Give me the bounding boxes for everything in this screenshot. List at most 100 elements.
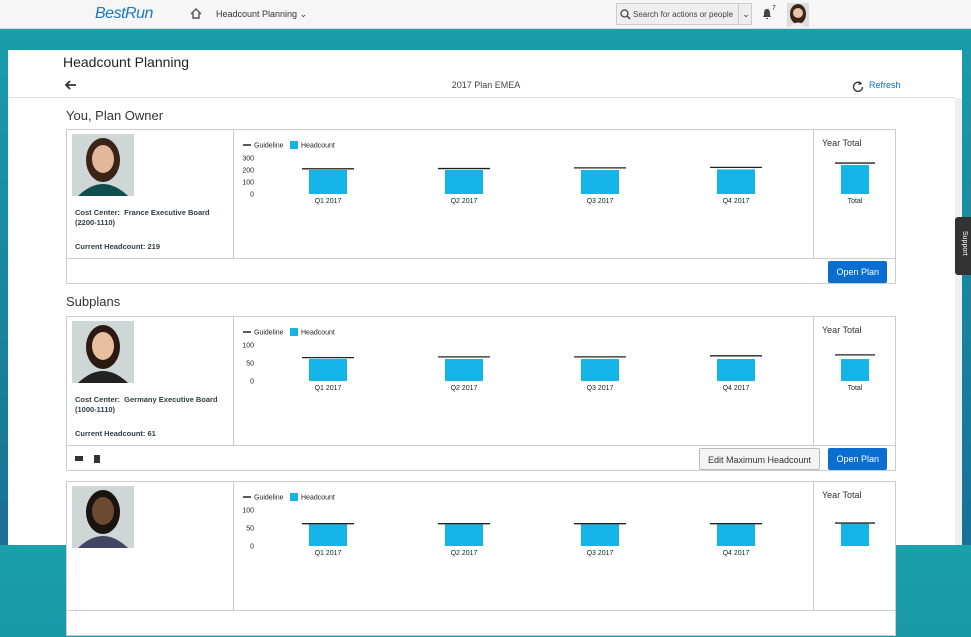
total-chart: Total — [835, 354, 875, 392]
total-label: Total — [848, 385, 863, 392]
x-tick-label: Q4 2017 — [723, 550, 750, 557]
plan-footer: Open Plan Edit Maximum Headcount — [67, 445, 895, 472]
legend-label: Headcount — [301, 330, 335, 337]
refresh-icon[interactable] — [852, 80, 864, 92]
legend-swatch — [290, 493, 298, 501]
support-label[interactable]: Support — [961, 231, 968, 256]
x-tick-label: Q3 2017 — [587, 198, 614, 205]
app-title[interactable]: Headcount Planning ⌄ — [216, 9, 308, 19]
support-tab[interactable]: Support — [955, 217, 971, 275]
action-icons[interactable] — [75, 454, 105, 464]
legend-swatch — [290, 328, 298, 336]
plan-name: 2017 Plan EMEA — [451, 80, 521, 90]
total-bar — [841, 523, 869, 546]
y-tick-label: 100 — [242, 180, 254, 187]
headcount-value: 219 — [147, 242, 161, 251]
x-tick-label: Q4 2017 — [723, 385, 750, 392]
owner-cell — [67, 482, 234, 610]
headcount-bar — [581, 524, 619, 546]
y-tick-label: 200 — [242, 168, 254, 175]
plan-card: Cost Center: France Executive Board (220… — [66, 129, 896, 284]
headcount-value: 61 — [147, 429, 156, 438]
user-avatar[interactable] — [787, 3, 809, 27]
photo-face — [92, 497, 114, 525]
year-total-cell: Year Total Total — [813, 317, 896, 445]
y-tick-label: 300 — [242, 156, 254, 163]
photo-face — [92, 145, 114, 173]
owner-cell: Cost Center: France Executive Board (220… — [67, 130, 234, 258]
refresh-link[interactable]: Refresh — [869, 80, 901, 90]
print-icon[interactable] — [75, 456, 83, 461]
headcount-bar — [309, 170, 347, 194]
year-total-title: Year Total — [822, 490, 862, 500]
headcount-bar — [445, 359, 483, 381]
x-tick-label: Q2 2017 — [451, 198, 478, 205]
current-headcount: Current Headcount: 219 — [75, 242, 160, 251]
year-total-cell: Year Total Total — [813, 130, 896, 258]
x-tick-label: Q1 2017 — [315, 385, 342, 392]
x-tick-label: Q2 2017 — [451, 550, 478, 557]
back-button[interactable] — [64, 80, 77, 90]
shell-bar: BestRun Headcount Planning ⌄ Search for … — [0, 0, 971, 29]
cost-center: Cost Center: Germany Executive Board (10… — [75, 395, 220, 414]
edit-max-headcount-button[interactable]: Edit Maximum Headcount — [698, 448, 820, 470]
x-tick-label: Q4 2017 — [723, 198, 750, 205]
legend-swatch — [290, 141, 298, 149]
search-box[interactable]: Search for actions or people ⌄ — [616, 3, 752, 25]
total-bar — [841, 165, 869, 194]
total-label: Total — [848, 198, 863, 205]
scrollbar[interactable] — [955, 98, 962, 545]
open-plan-button[interactable]: Open Plan — [828, 448, 887, 470]
home-icon[interactable] — [190, 8, 202, 19]
legend-label: Guideline — [254, 143, 284, 150]
photo-body — [78, 371, 128, 383]
year-total-cell: Year Total — [813, 482, 896, 610]
open-plan-button[interactable]: Open Plan — [828, 261, 887, 283]
headcount-bar — [309, 524, 347, 546]
plan-footer: Open Plan — [67, 258, 895, 285]
search-dropdown[interactable]: ⌄ — [738, 4, 753, 24]
plan-card: Cost Center: Germany Executive Board (10… — [66, 316, 896, 471]
y-tick-label: 50 — [246, 526, 254, 533]
section-title: You, Plan Owner — [66, 108, 164, 123]
owner-photo — [72, 134, 134, 196]
plan-footer — [67, 610, 895, 637]
x-tick-label: Q3 2017 — [587, 550, 614, 557]
y-tick-label: 0 — [250, 379, 254, 386]
x-tick-label: Q1 2017 — [315, 198, 342, 205]
page-title: Headcount Planning — [63, 54, 190, 70]
legend-label: Guideline — [254, 495, 284, 502]
x-tick-label: Q3 2017 — [587, 385, 614, 392]
y-tick-label: 100 — [242, 343, 254, 350]
y-tick-label: 50 — [246, 361, 254, 368]
bell-icon[interactable] — [762, 8, 772, 20]
y-tick-label: 100 — [242, 508, 254, 515]
headcount-bar — [717, 359, 755, 381]
photo-face — [92, 332, 114, 360]
year-total-title: Year Total — [822, 138, 862, 148]
total-chart — [835, 522, 875, 546]
headcount-bar — [445, 170, 483, 194]
owner-photo — [72, 321, 134, 383]
year-total-title: Year Total — [822, 325, 862, 335]
legend-label: Headcount — [301, 143, 335, 150]
plan-card: Guideline Headcount 0 50 100 Q1 2017 Q2 2017 Q3… — [66, 481, 896, 636]
total-bar — [841, 359, 869, 381]
cost-center: Cost Center: France Executive Board (220… — [75, 208, 212, 227]
headcount-bar — [717, 524, 755, 546]
delete-icon[interactable] — [94, 455, 100, 463]
x-tick-label: Q2 2017 — [451, 385, 478, 392]
current-headcount: Current Headcount: 61 — [75, 429, 156, 438]
x-tick-label: Q1 2017 — [315, 550, 342, 557]
headcount-bar — [717, 169, 755, 194]
logo[interactable]: BestRun — [95, 5, 153, 22]
owner-photo — [72, 486, 134, 548]
app-title-text[interactable]: Headcount Planning — [216, 9, 298, 19]
headcount-bar — [581, 359, 619, 381]
headcount-label: Current Headcount: — [75, 242, 146, 251]
headcount-label: Current Headcount: — [75, 429, 146, 438]
quarter-chart: Guideline Headcount 0 100 200 300 Q1 2017 Q2 20… — [242, 141, 762, 205]
